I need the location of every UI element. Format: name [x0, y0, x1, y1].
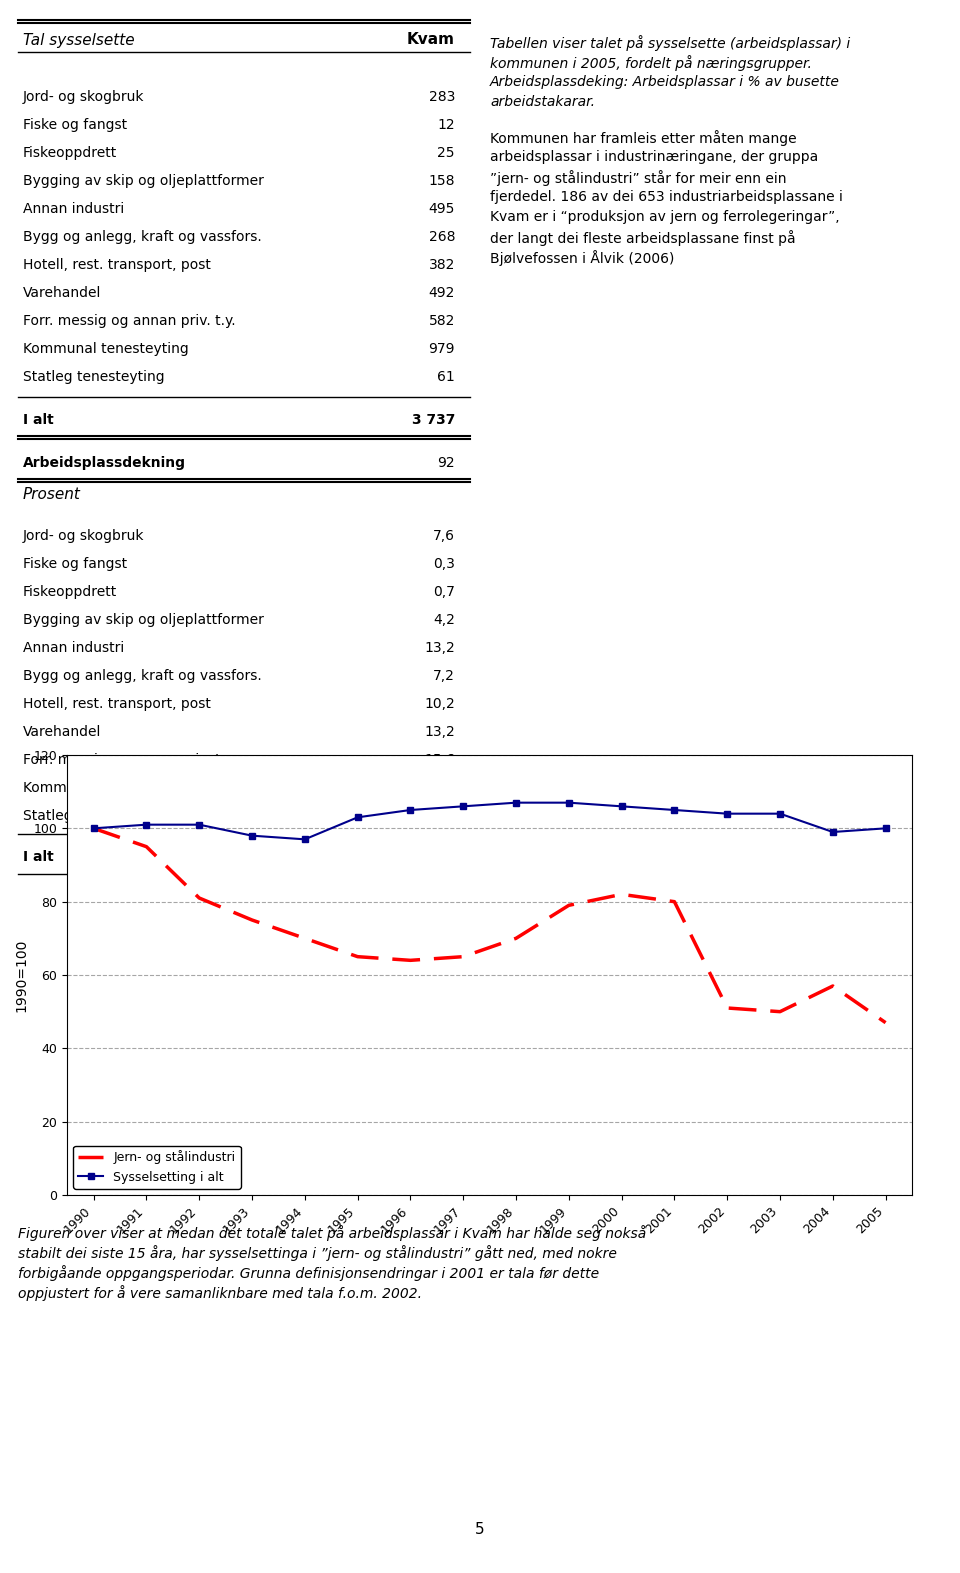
Text: 268: 268 — [428, 230, 455, 244]
Text: ”jern- og stålindustri” står for meir enn ein: ”jern- og stålindustri” står for meir en… — [490, 170, 786, 186]
Text: 5: 5 — [475, 1523, 485, 1537]
Text: 495: 495 — [428, 201, 455, 216]
Text: Kommunen har framleis etter måten mange: Kommunen har framleis etter måten mange — [490, 131, 797, 146]
Text: 7,6: 7,6 — [433, 529, 455, 543]
Text: 12: 12 — [438, 118, 455, 132]
Text: Fiske og fangst: Fiske og fangst — [23, 118, 127, 132]
Text: 25: 25 — [438, 146, 455, 159]
Text: Jord- og skogbruk: Jord- og skogbruk — [23, 90, 145, 104]
Text: Fiske og fangst: Fiske og fangst — [23, 557, 127, 571]
Text: Varehandel: Varehandel — [23, 725, 102, 739]
Text: Arbeidsplassdekning: Arbeidsplassdekning — [23, 456, 186, 470]
Text: Figuren over viser at medan det totale talet på arbeidsplassar i Kvam har halde : Figuren over viser at medan det totale t… — [18, 1225, 646, 1241]
Text: 582: 582 — [428, 315, 455, 327]
Text: 61: 61 — [437, 370, 455, 384]
Text: Statleg tenesteyting: Statleg tenesteyting — [23, 809, 164, 823]
Text: 92: 92 — [438, 456, 455, 470]
Text: Bygging av skip og oljeplattformer: Bygging av skip og oljeplattformer — [23, 173, 264, 187]
Text: Statleg tenesteyting: Statleg tenesteyting — [23, 370, 164, 384]
Text: Hotell, rest. transport, post: Hotell, rest. transport, post — [23, 258, 211, 272]
Text: Tabellen viser talet på sysselsette (arbeidsplassar) i: Tabellen viser talet på sysselsette (arb… — [490, 35, 851, 50]
Text: 100,0: 100,0 — [416, 851, 455, 864]
Text: Tal sysselsette: Tal sysselsette — [23, 33, 134, 47]
Text: 158: 158 — [428, 173, 455, 187]
Text: Jord- og skogbruk: Jord- og skogbruk — [23, 529, 145, 543]
Text: Bygg og anlegg, kraft og vassfors.: Bygg og anlegg, kraft og vassfors. — [23, 669, 262, 683]
Text: arbeidstakarar.: arbeidstakarar. — [490, 94, 595, 109]
Legend: Jern- og stålindustri, Sysselsetting i alt: Jern- og stålindustri, Sysselsetting i a… — [74, 1145, 241, 1189]
Text: Fiskeoppdrett: Fiskeoppdrett — [23, 585, 117, 599]
Text: 1,6: 1,6 — [433, 809, 455, 823]
Text: 10,2: 10,2 — [424, 697, 455, 711]
Text: Prosent: Prosent — [23, 488, 81, 502]
Text: Annan industri: Annan industri — [23, 201, 124, 216]
Text: 13,2: 13,2 — [424, 640, 455, 654]
Text: kommunen i 2005, fordelt på næringsgrupper.: kommunen i 2005, fordelt på næringsgrupp… — [490, 55, 812, 71]
Text: Forr. messig og annan priv. t.y.: Forr. messig og annan priv. t.y. — [23, 753, 235, 768]
Text: fjerdedel. 186 av dei 653 industriarbeidsplassane i: fjerdedel. 186 av dei 653 industriarbeid… — [490, 190, 843, 204]
Text: 979: 979 — [428, 341, 455, 355]
Text: 492: 492 — [428, 286, 455, 300]
Text: I alt: I alt — [23, 851, 54, 864]
Text: 0,3: 0,3 — [433, 557, 455, 571]
Text: forbigåande oppgangsperiodar. Grunna definisjonsendringar i 2001 er tala før det: forbigåande oppgangsperiodar. Grunna def… — [18, 1265, 599, 1280]
Text: Kvam er i “produksjon av jern og ferrolegeringar”,: Kvam er i “produksjon av jern og ferrole… — [490, 211, 840, 223]
Text: Forr. messig og annan priv. t.y.: Forr. messig og annan priv. t.y. — [23, 315, 235, 327]
Text: Hotell, rest. transport, post: Hotell, rest. transport, post — [23, 697, 211, 711]
Text: Bygg og anlegg, kraft og vassfors.: Bygg og anlegg, kraft og vassfors. — [23, 230, 262, 244]
Text: 283: 283 — [428, 90, 455, 104]
Text: Bygging av skip og oljeplattformer: Bygging av skip og oljeplattformer — [23, 613, 264, 626]
Text: 15,6: 15,6 — [424, 753, 455, 768]
Text: 13,2: 13,2 — [424, 725, 455, 739]
Text: Annan industri: Annan industri — [23, 640, 124, 654]
Text: arbeidsplassar i industrinæringane, der gruppa: arbeidsplassar i industrinæringane, der … — [490, 149, 818, 164]
Text: Kvam: Kvam — [407, 33, 455, 47]
Text: 26,2: 26,2 — [424, 782, 455, 794]
Text: Fiskeoppdrett: Fiskeoppdrett — [23, 146, 117, 159]
Text: 0,7: 0,7 — [433, 585, 455, 599]
Text: Varehandel: Varehandel — [23, 286, 102, 300]
Text: Arbeidsplassdeking: Arbeidsplassar i % av busette: Arbeidsplassdeking: Arbeidsplassar i % a… — [490, 76, 840, 90]
Text: I alt: I alt — [23, 414, 54, 426]
Text: Kommunal tenesteyting: Kommunal tenesteyting — [23, 782, 189, 794]
Text: 382: 382 — [428, 258, 455, 272]
Text: Bjølvefossen i Ålvik (2006): Bjølvefossen i Ålvik (2006) — [490, 250, 674, 266]
Text: oppjustert for å vere samanliknbare med tala f.o.m. 2002.: oppjustert for å vere samanliknbare med … — [18, 1285, 422, 1301]
Text: stabilt dei siste 15 åra, har sysselsettinga i ”jern- og stålindustri” gått ned,: stabilt dei siste 15 åra, har sysselsett… — [18, 1244, 617, 1262]
Text: 7,2: 7,2 — [433, 669, 455, 683]
Text: der langt dei fleste arbeidsplassane finst på: der langt dei fleste arbeidsplassane fin… — [490, 230, 796, 245]
Text: 4,2: 4,2 — [433, 613, 455, 626]
Text: 3 737: 3 737 — [412, 414, 455, 426]
Y-axis label: 1990=100: 1990=100 — [14, 939, 28, 1011]
Text: Kommunal tenesteyting: Kommunal tenesteyting — [23, 341, 189, 355]
